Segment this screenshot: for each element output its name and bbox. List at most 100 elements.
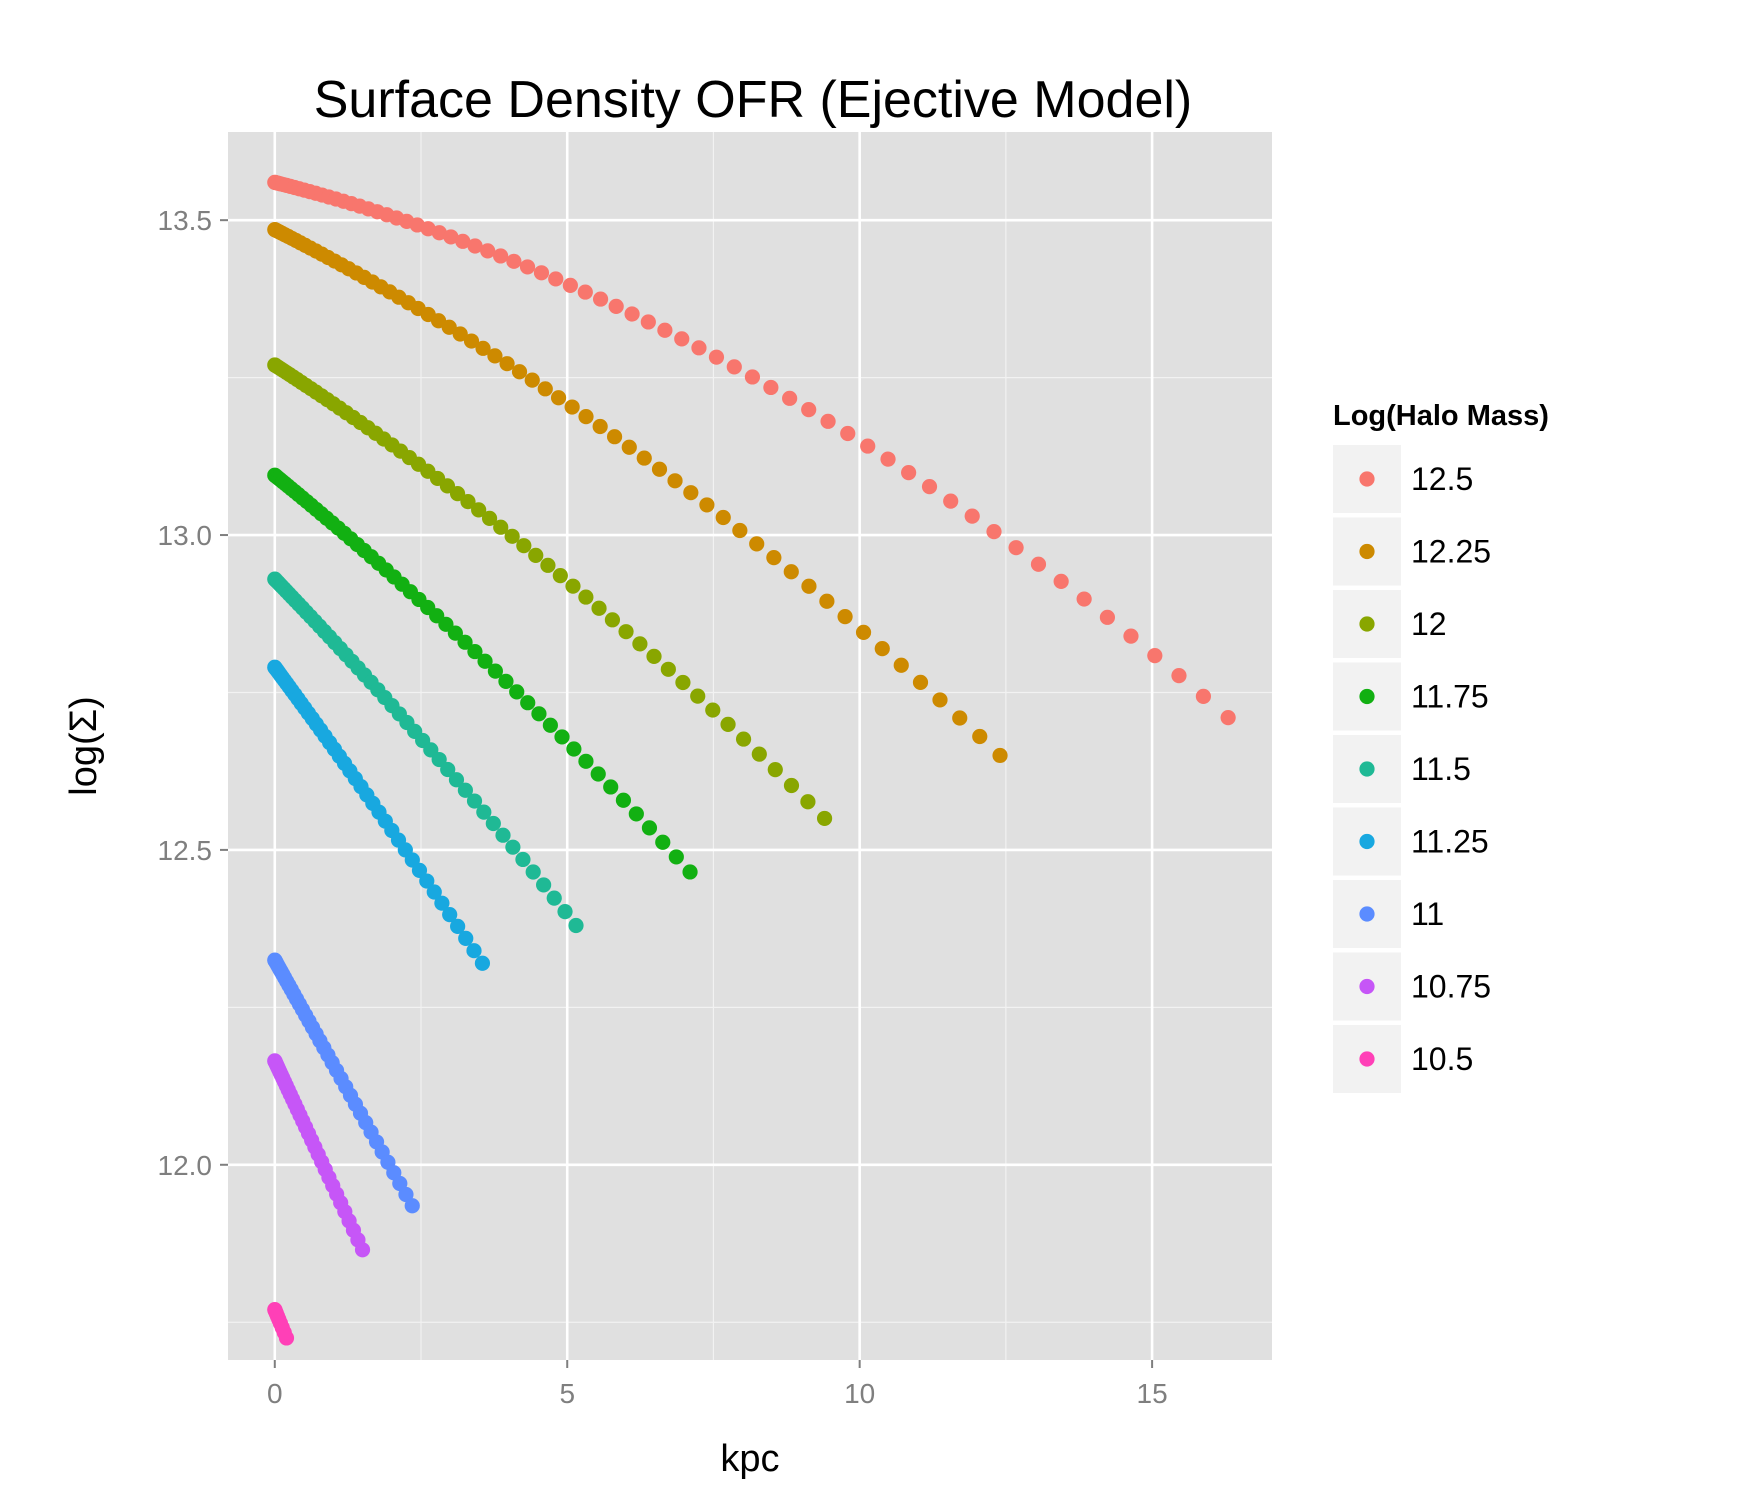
legend-items: 12.5 12.25 12 11.75 11.5 11.25 11 10.75 10.5 bbox=[1333, 445, 1491, 1093]
legend-symbol bbox=[1359, 1051, 1375, 1067]
data-point bbox=[509, 684, 525, 700]
y-tick-label: 12.5 bbox=[158, 835, 213, 866]
data-point bbox=[801, 578, 817, 594]
data-point bbox=[782, 390, 798, 406]
data-point bbox=[690, 688, 706, 704]
legend-label: 11.75 bbox=[1411, 679, 1489, 715]
data-point bbox=[603, 779, 619, 795]
data-point bbox=[562, 277, 578, 293]
data-point bbox=[1123, 628, 1139, 644]
chart-title: Surface Density OFR (Ejective Model) bbox=[314, 71, 1193, 129]
data-point bbox=[604, 612, 621, 628]
y-tick-label: 13.0 bbox=[158, 520, 213, 551]
data-point bbox=[531, 706, 547, 722]
data-point bbox=[557, 904, 573, 920]
data-point bbox=[699, 497, 715, 513]
data-point bbox=[901, 465, 917, 481]
data-point bbox=[537, 381, 553, 397]
x-tick-label: 15 bbox=[1137, 1378, 1168, 1409]
data-point bbox=[992, 747, 1008, 764]
data-point bbox=[840, 425, 856, 442]
data-point bbox=[466, 943, 482, 959]
data-point bbox=[749, 536, 765, 552]
data-point bbox=[540, 557, 556, 573]
grid-minor bbox=[228, 132, 1272, 1360]
data-point bbox=[474, 955, 491, 971]
data-point bbox=[591, 600, 607, 616]
legend-item: 12 bbox=[1333, 590, 1447, 658]
data-point bbox=[481, 510, 498, 526]
legend-symbol bbox=[1359, 761, 1375, 777]
data-point bbox=[628, 806, 644, 822]
data-point bbox=[278, 1330, 295, 1346]
series-12-5 bbox=[267, 174, 1236, 726]
data-point bbox=[578, 753, 594, 769]
data-point bbox=[457, 782, 473, 798]
data-point bbox=[880, 451, 896, 467]
data-point bbox=[504, 528, 520, 544]
data-point bbox=[520, 695, 536, 711]
data-point bbox=[855, 624, 872, 640]
legend-item: 10.5 bbox=[1333, 1025, 1473, 1093]
plot-panel bbox=[228, 132, 1272, 1360]
data-point bbox=[398, 1186, 414, 1203]
data-point bbox=[515, 851, 531, 868]
x-tick-label: 5 bbox=[559, 1378, 575, 1409]
data-points bbox=[267, 174, 1236, 1346]
legend-symbol bbox=[1359, 833, 1375, 850]
legend-label: 12.25 bbox=[1411, 534, 1491, 570]
legend-item: 11.25 bbox=[1333, 807, 1489, 876]
data-point bbox=[820, 413, 836, 429]
data-point bbox=[675, 674, 691, 691]
data-point bbox=[1008, 540, 1024, 556]
legend: Log(Halo Mass) 12.5 12.25 12 11.75 11.5 11.25… bbox=[1333, 400, 1549, 1093]
data-point bbox=[1030, 556, 1047, 572]
data-point bbox=[455, 233, 471, 249]
data-point bbox=[565, 578, 581, 594]
data-point bbox=[608, 298, 624, 314]
data-point bbox=[419, 873, 435, 889]
data-point bbox=[606, 429, 623, 445]
data-point bbox=[660, 661, 676, 677]
data-point bbox=[458, 930, 474, 946]
legend-item: 12.25 bbox=[1333, 517, 1491, 586]
series-11-5 bbox=[267, 571, 584, 934]
legend-label: 11.5 bbox=[1411, 751, 1471, 787]
series-10-75 bbox=[267, 1053, 371, 1258]
y-tick-label: 12.0 bbox=[158, 1150, 213, 1181]
data-point bbox=[783, 564, 799, 580]
data-point bbox=[566, 741, 582, 757]
data-point bbox=[1147, 648, 1163, 664]
legend-label: 11 bbox=[1411, 896, 1444, 932]
data-point bbox=[655, 834, 671, 850]
data-point bbox=[546, 890, 562, 906]
data-point bbox=[487, 663, 503, 679]
data-point bbox=[564, 399, 580, 415]
data-point bbox=[568, 917, 584, 934]
data-point bbox=[705, 702, 721, 718]
data-point bbox=[640, 314, 656, 330]
data-point bbox=[466, 793, 483, 809]
data-point bbox=[554, 729, 570, 745]
data-point bbox=[525, 864, 541, 880]
data-point bbox=[964, 508, 980, 524]
data-point bbox=[443, 229, 459, 245]
data-point bbox=[682, 864, 698, 880]
data-point bbox=[449, 486, 466, 502]
data-point bbox=[657, 322, 673, 338]
data-point bbox=[592, 418, 608, 435]
data-point bbox=[691, 340, 707, 356]
data-point bbox=[426, 884, 442, 900]
data-point bbox=[783, 777, 800, 794]
x-tick-label: 10 bbox=[844, 1378, 875, 1409]
data-point bbox=[448, 772, 465, 788]
data-point bbox=[463, 333, 480, 349]
data-point bbox=[641, 820, 658, 836]
data-point bbox=[1099, 609, 1116, 625]
data-point bbox=[434, 895, 450, 911]
data-point bbox=[624, 306, 640, 322]
data-point bbox=[404, 1198, 420, 1214]
data-point bbox=[354, 1242, 371, 1258]
data-point bbox=[1220, 710, 1236, 726]
